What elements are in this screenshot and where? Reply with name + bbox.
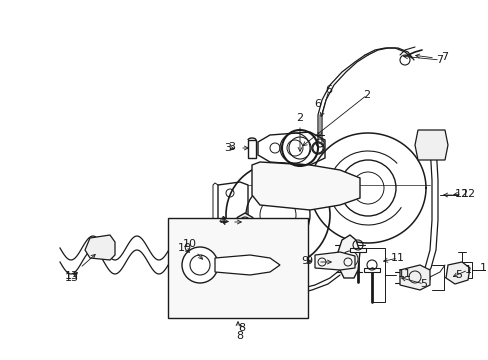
Polygon shape (399, 265, 429, 290)
Circle shape (182, 247, 218, 283)
Text: 10: 10 (178, 243, 192, 253)
Text: 5: 5 (454, 270, 461, 280)
Polygon shape (414, 130, 447, 160)
Text: 12: 12 (454, 189, 468, 199)
Bar (247, 140, 256, 158)
Text: 3: 3 (228, 142, 235, 152)
Polygon shape (85, 235, 115, 260)
Text: 11: 11 (397, 269, 411, 279)
Polygon shape (337, 235, 359, 278)
Text: 5: 5 (420, 279, 427, 289)
Text: 2: 2 (363, 90, 370, 100)
Text: 13: 13 (65, 271, 79, 281)
Polygon shape (349, 248, 365, 252)
Text: 7: 7 (440, 52, 447, 62)
Text: 1: 1 (464, 265, 470, 275)
Text: 9: 9 (301, 256, 308, 266)
Polygon shape (314, 252, 354, 270)
Bar (168, 218, 307, 318)
Polygon shape (237, 213, 252, 231)
Polygon shape (251, 162, 359, 210)
Text: 12: 12 (461, 189, 475, 199)
Text: 3: 3 (224, 143, 231, 153)
Text: 10: 10 (183, 239, 197, 249)
Text: 2: 2 (296, 113, 303, 123)
Polygon shape (363, 268, 379, 272)
Text: 13: 13 (65, 273, 79, 283)
Polygon shape (445, 262, 469, 284)
Text: 1: 1 (479, 263, 486, 273)
Text: 8: 8 (236, 331, 243, 341)
Text: 4: 4 (218, 216, 225, 226)
Text: 9: 9 (305, 256, 312, 266)
Text: 6: 6 (314, 99, 321, 109)
Text: 8: 8 (238, 323, 245, 333)
Polygon shape (215, 255, 280, 275)
Text: 11: 11 (390, 253, 404, 263)
Text: 4: 4 (219, 217, 226, 227)
Text: 6: 6 (325, 85, 332, 95)
Text: 7: 7 (436, 55, 443, 65)
